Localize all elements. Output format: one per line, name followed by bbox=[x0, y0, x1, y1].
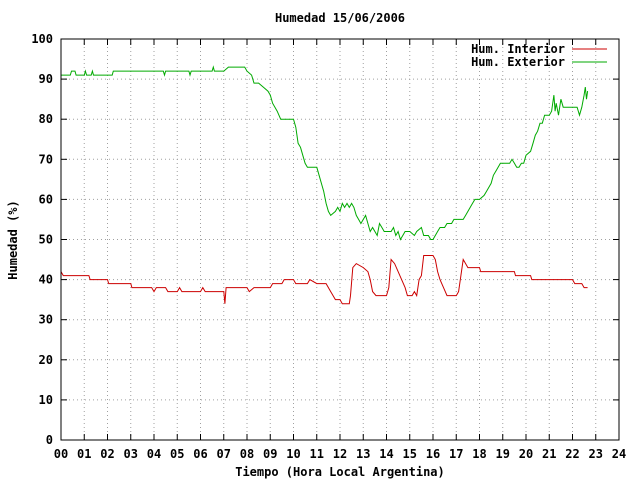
chart-title: Humedad 15/06/2006 bbox=[275, 11, 405, 25]
x-tick-label: 12 bbox=[333, 447, 347, 461]
x-tick-label: 10 bbox=[286, 447, 300, 461]
x-tick-label: 06 bbox=[193, 447, 207, 461]
x-tick-label: 21 bbox=[542, 447, 556, 461]
legend-label-interior: Hum. Interior bbox=[471, 42, 565, 56]
series-layer bbox=[60, 65, 589, 305]
y-tick-label: 20 bbox=[39, 353, 53, 367]
x-tick-label: 11 bbox=[310, 447, 324, 461]
x-tick-label: 18 bbox=[472, 447, 486, 461]
series-line-interior bbox=[60, 255, 588, 305]
series-line-exterior bbox=[61, 65, 589, 241]
y-tick-label: 50 bbox=[39, 233, 53, 247]
y-tick-label: 60 bbox=[39, 192, 53, 206]
x-axis-label: Tiempo (Hora Local Argentina) bbox=[235, 465, 445, 479]
y-tick-label: 0 bbox=[46, 433, 53, 447]
y-tick-labels: 0 10 20 30 40 50 60 70 80 90 100 bbox=[31, 32, 53, 447]
x-tick-label: 03 bbox=[124, 447, 138, 461]
x-tick-label: 02 bbox=[100, 447, 114, 461]
x-tick-label: 22 bbox=[565, 447, 579, 461]
x-tick-label: 15 bbox=[403, 447, 417, 461]
legend-label-exterior: Hum. Exterior bbox=[471, 55, 565, 69]
x-tick-label: 14 bbox=[379, 447, 393, 461]
x-tick-label: 08 bbox=[240, 447, 254, 461]
y-axis-label: Humedad (%) bbox=[6, 200, 20, 279]
x-tick-labels: 00 01 02 03 04 05 06 07 08 09 10 11 12 13 14 15 16 17 18 19… bbox=[54, 447, 626, 461]
x-tick-label: 13 bbox=[356, 447, 370, 461]
y-tick-label: 90 bbox=[39, 72, 53, 86]
x-tick-label: 16 bbox=[426, 447, 440, 461]
y-tick-label: 10 bbox=[39, 393, 53, 407]
x-tick-label: 07 bbox=[217, 447, 231, 461]
x-tick-label: 04 bbox=[147, 447, 161, 461]
y-tick-label: 70 bbox=[39, 152, 53, 166]
x-tick-label: 19 bbox=[496, 447, 510, 461]
x-tick-label: 24 bbox=[612, 447, 626, 461]
x-tick-label: 20 bbox=[519, 447, 533, 461]
y-tick-label: 40 bbox=[39, 273, 53, 287]
x-tick-label: 17 bbox=[449, 447, 463, 461]
y-tick-label: 100 bbox=[31, 32, 53, 46]
y-tick-label: 80 bbox=[39, 112, 53, 126]
x-tick-label: 00 bbox=[54, 447, 68, 461]
x-tick-label: 01 bbox=[77, 447, 91, 461]
y-tick-label: 30 bbox=[39, 313, 53, 327]
x-tick-label: 23 bbox=[589, 447, 603, 461]
x-tick-label: 09 bbox=[263, 447, 277, 461]
axis-ticks bbox=[60, 38, 620, 441]
grid-lines bbox=[61, 39, 619, 440]
x-tick-label: 05 bbox=[170, 447, 184, 461]
